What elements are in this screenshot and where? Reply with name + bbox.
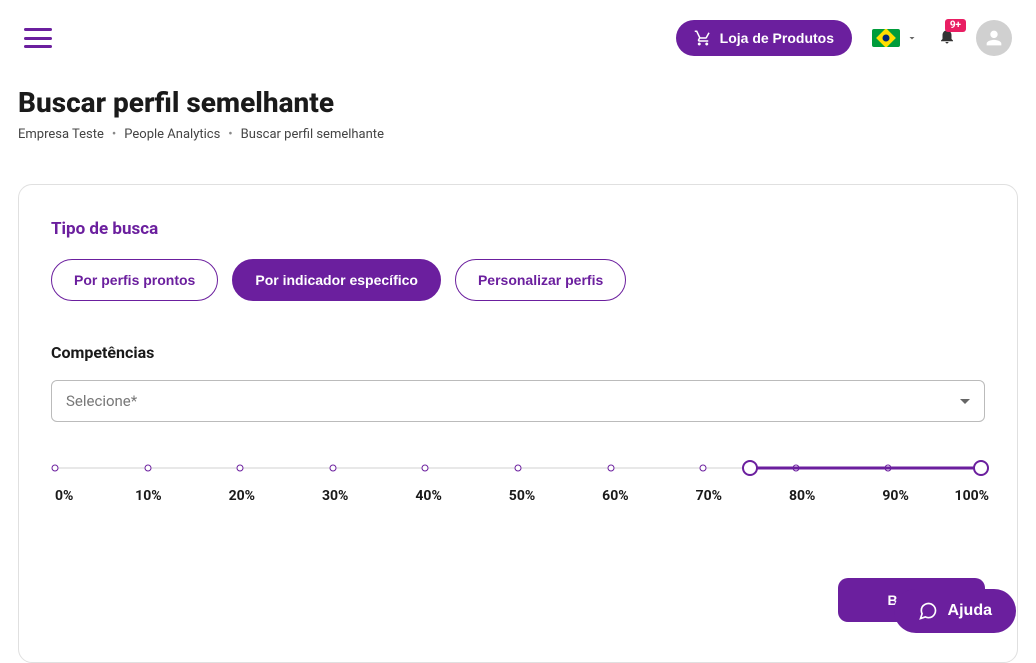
dropdown-arrow-icon [960, 399, 970, 404]
help-button[interactable]: Ajuda [894, 589, 1016, 633]
slider-tick-label: 10% [135, 488, 161, 504]
breadcrumb: Empresa Teste • People Analytics • Busca… [0, 127, 1036, 142]
slider-tick [237, 465, 244, 472]
slider-tick-label: 0% [55, 488, 73, 504]
slider-tick-label: 50% [509, 488, 535, 504]
notification-badge: 9+ [945, 19, 966, 32]
brazil-flag-icon [872, 29, 900, 47]
slider-tick-label: 70% [696, 488, 722, 504]
slider-tick-label: 60% [602, 488, 628, 504]
breadcrumb-separator: • [112, 127, 116, 142]
language-selector[interactable] [872, 29, 918, 47]
slider-tick [422, 465, 429, 472]
app-header: Loja de Produtos 9+ [0, 0, 1036, 68]
slider-handle-max[interactable] [973, 460, 989, 476]
notifications-button[interactable]: 9+ [938, 27, 956, 49]
breadcrumb-item[interactable]: Empresa Teste [18, 127, 104, 142]
slider-tick-label: 40% [415, 488, 441, 504]
slider-tick [144, 465, 151, 472]
cart-icon [694, 29, 712, 47]
slider-tick-label: 90% [882, 488, 908, 504]
competencies-select[interactable]: Selecione* [51, 380, 985, 422]
breadcrumb-separator: • [228, 127, 232, 142]
slider-tick-label: 20% [229, 488, 255, 504]
tab-ready-profiles[interactable]: Por perfis prontos [51, 259, 218, 301]
chat-icon [918, 601, 938, 621]
breadcrumb-item: Buscar perfil semelhante [241, 127, 384, 142]
store-button-label: Loja de Produtos [720, 30, 834, 46]
help-button-label: Ajuda [948, 602, 992, 620]
search-type-tabs: Por perfis prontos Por indicador específ… [51, 259, 985, 301]
search-card: Tipo de busca Por perfis prontos Por ind… [18, 184, 1018, 663]
tab-specific-indicator[interactable]: Por indicador específico [232, 259, 441, 301]
avatar[interactable] [976, 20, 1012, 56]
user-icon [983, 27, 1005, 49]
slider-tick-label: 30% [322, 488, 348, 504]
tab-custom-profiles[interactable]: Personalizar perfis [455, 259, 626, 301]
chevron-down-icon [906, 32, 918, 44]
select-placeholder: Selecione* [66, 392, 137, 410]
slider-tick [607, 465, 614, 472]
slider-handle-min[interactable] [742, 460, 758, 476]
slider-tick [515, 465, 522, 472]
slider-tick-label: 100% [955, 488, 989, 504]
competencies-label: Competências [51, 343, 985, 362]
slider-tick [329, 465, 336, 472]
slider-labels: 0% 10% 20% 30% 40% 50% 60% 70% 80% 90% 100% [55, 488, 989, 508]
breadcrumb-item[interactable]: People Analytics [124, 127, 220, 142]
search-type-label: Tipo de busca [51, 219, 985, 239]
store-button[interactable]: Loja de Produtos [676, 20, 852, 56]
range-slider: 0%10%20%30%40%50%60%70%80%90%100% [51, 458, 985, 508]
slider-tick-label: 80% [789, 488, 815, 504]
header-actions: Loja de Produtos 9+ [676, 20, 1012, 56]
page-title: Buscar perfil semelhante [0, 68, 1036, 127]
menu-icon[interactable] [24, 28, 52, 48]
slider-tick [700, 465, 707, 472]
slider-active-range [750, 467, 982, 470]
slider-tick [52, 465, 59, 472]
